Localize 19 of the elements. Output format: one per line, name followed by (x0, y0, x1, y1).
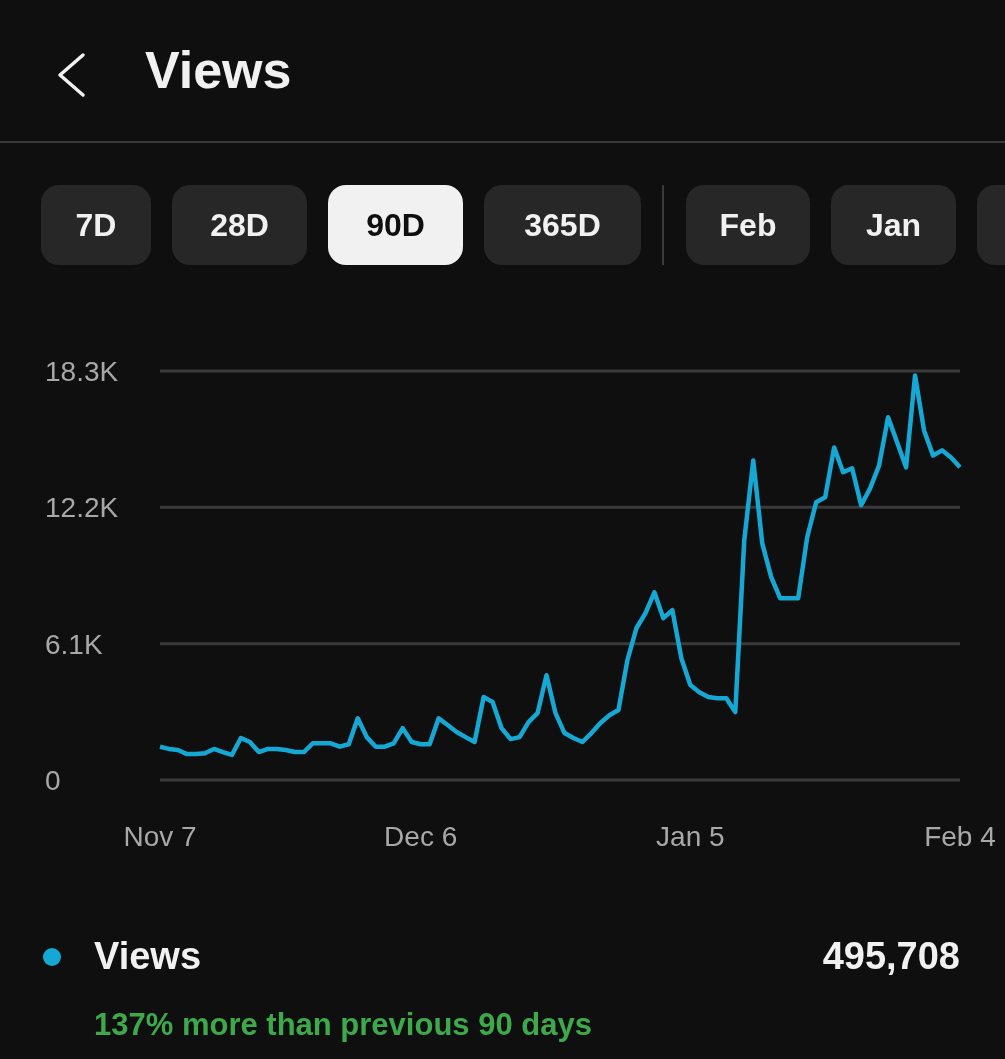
filter-chip: 90D (328, 185, 463, 265)
x-tick-label: Feb 4 (924, 821, 996, 852)
y-tick-label: 6.1K (45, 628, 103, 660)
text: 137% more than previous 90 days (94, 1007, 592, 1043)
chart-title: Views (145, 40, 292, 100)
x-tick-label: Nov 7 (123, 821, 197, 852)
filter-chip: Feb (686, 185, 810, 265)
line-series (157, 373, 963, 758)
filter-chip: 7D (41, 185, 151, 265)
filter-chip: Jan (831, 185, 956, 265)
text: 495,708 (822, 935, 960, 978)
filter-chip: 365D (484, 185, 641, 265)
x-tick-label: Dec 6 (384, 821, 458, 852)
x-tick-label: Jan 5 (656, 821, 725, 852)
y-tick-label: 0 (45, 765, 61, 796)
filter-chip: 28D (172, 185, 307, 265)
legend-label: Views (94, 935, 202, 978)
y-tick-label: 18.3K (45, 356, 119, 387)
y-tick-label: 12.2K (45, 492, 119, 524)
